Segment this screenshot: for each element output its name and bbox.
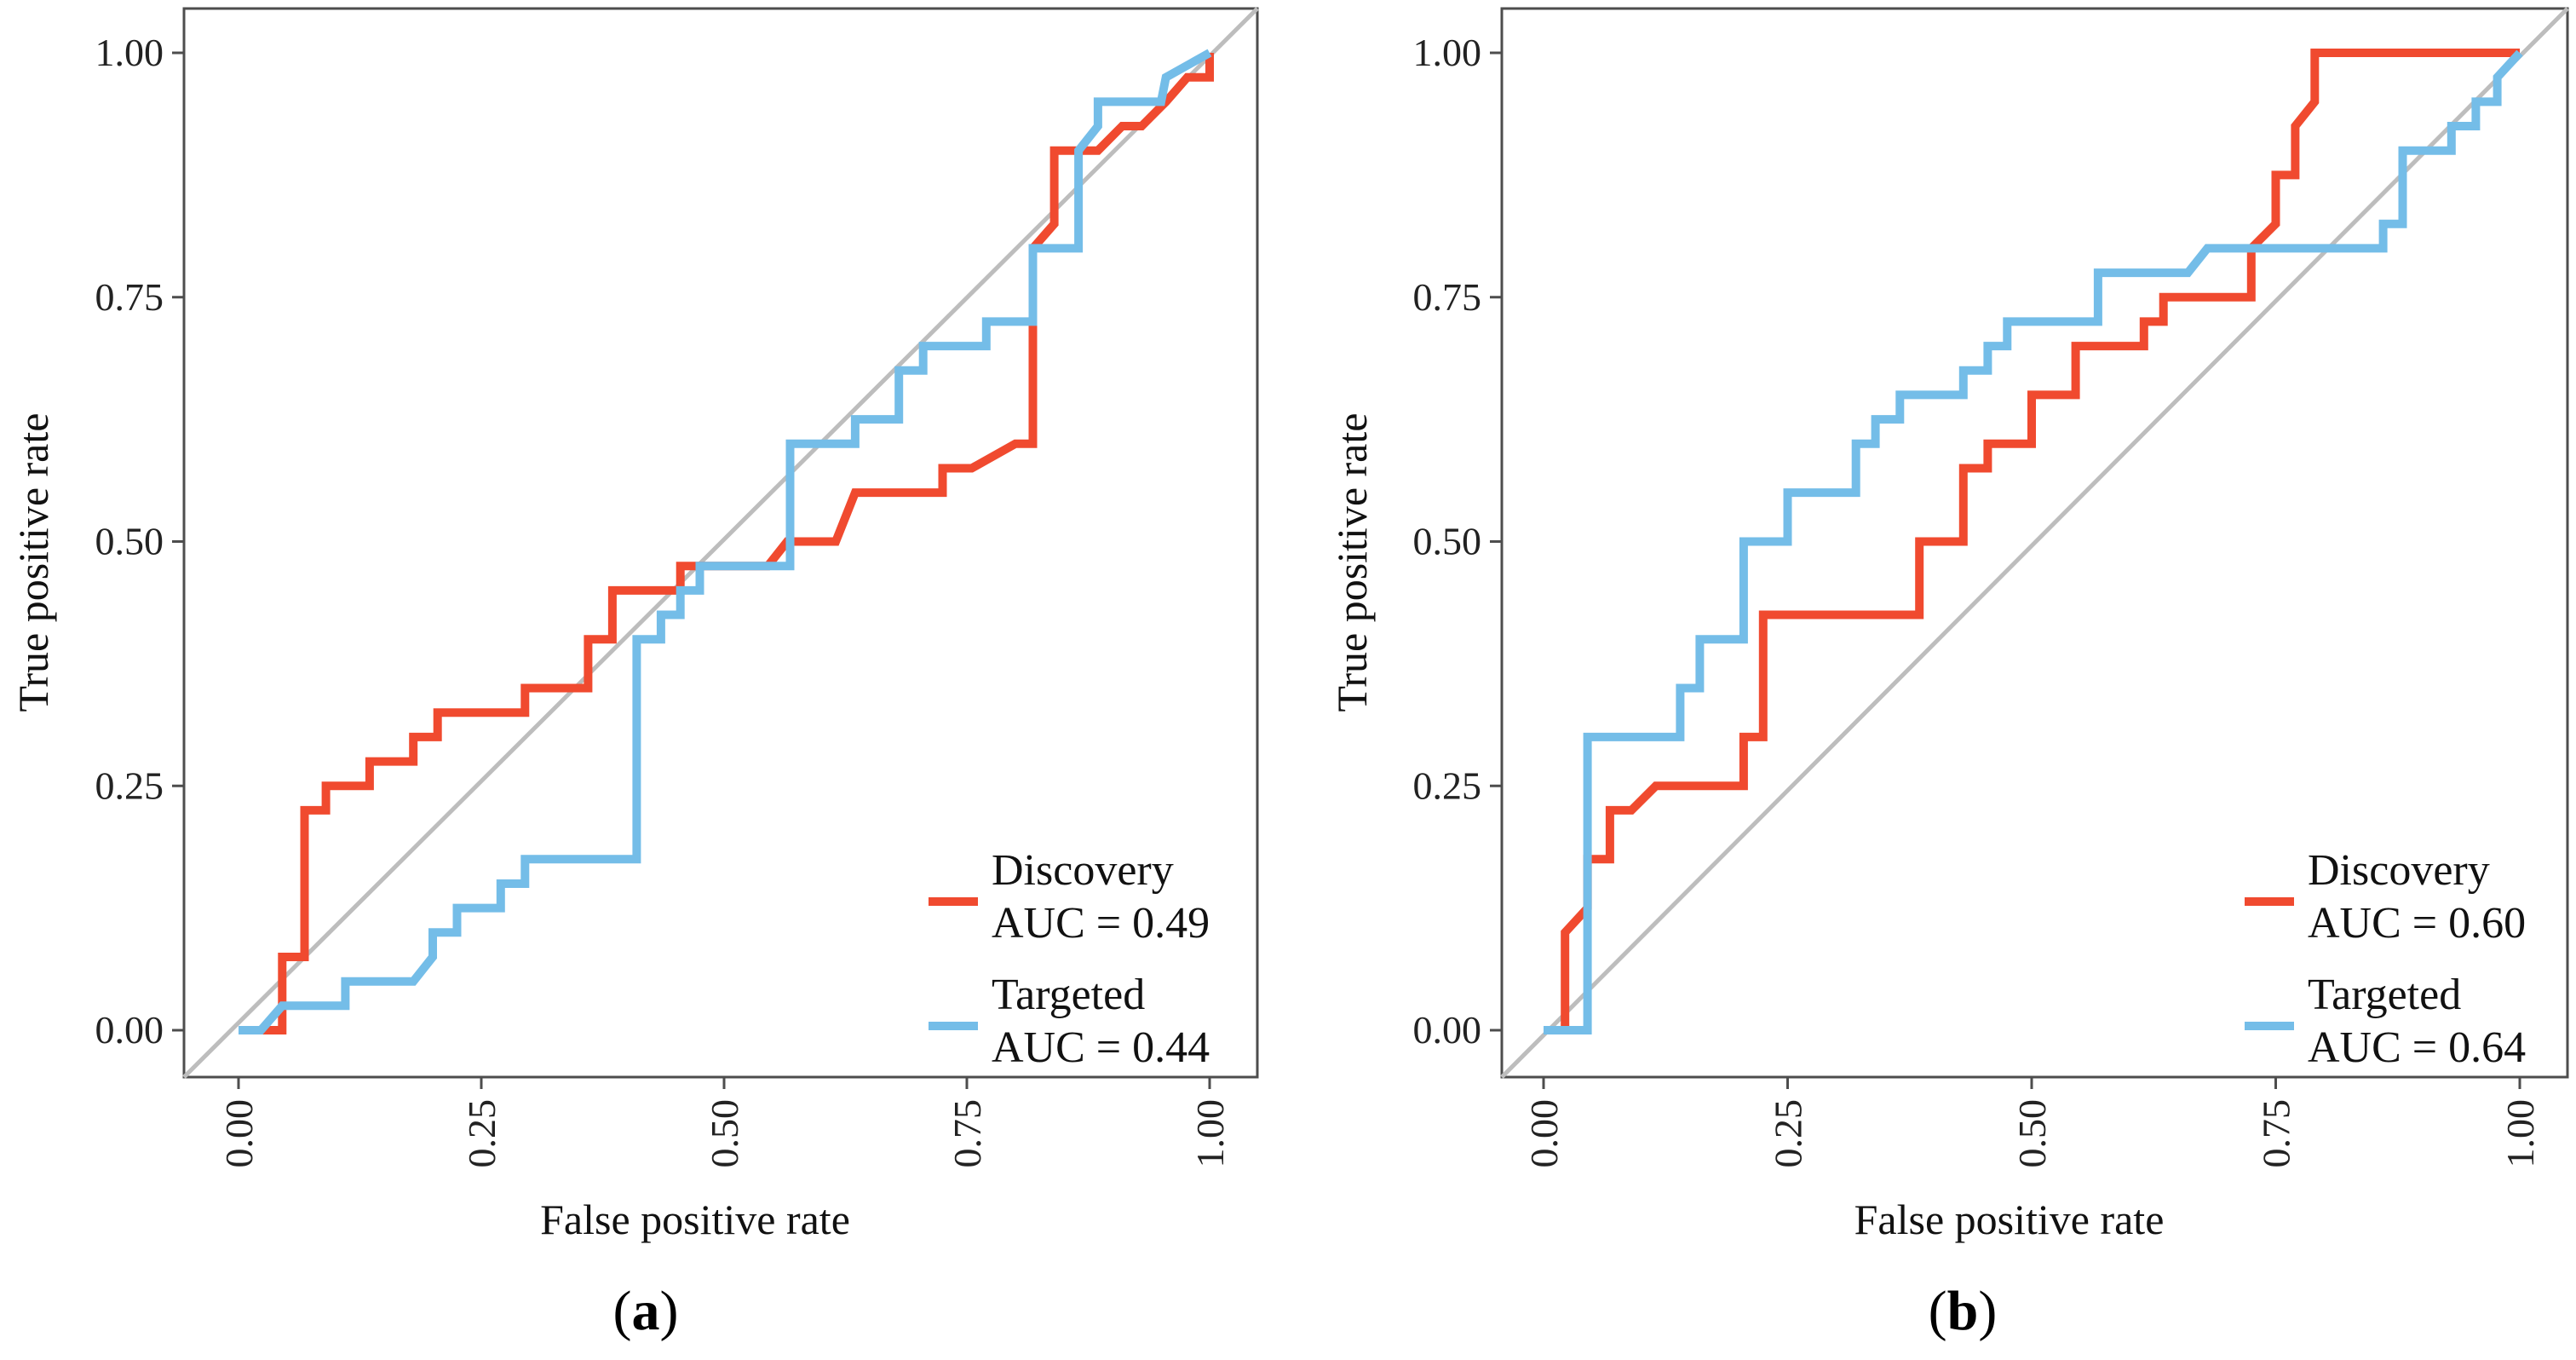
panel-b-diagonal-reference-line xyxy=(1500,7,2569,1079)
panel-b-y-tick-label: 0.00 xyxy=(1413,1008,1482,1052)
panel-a-y-tick-label: 0.25 xyxy=(95,764,164,807)
panel-b-x-axis-label: False positive rate xyxy=(1854,1196,2165,1243)
panel-a-y-tick-label: 0.50 xyxy=(95,520,164,563)
panel-a-legend-targeted-name: Targeted xyxy=(992,971,1145,1019)
panel-b-x-tick-label: 0.00 xyxy=(1522,1099,1566,1168)
panel-b: True positive rate False positive rate D… xyxy=(1328,7,2569,1342)
panel-a-caption: (a) xyxy=(613,1280,679,1342)
panel-a: True positive rate False positive rate D… xyxy=(9,7,1259,1342)
panel-b-legend-discovery-name: Discovery xyxy=(2308,846,2490,895)
panel-a-y-tick-label: 0.00 xyxy=(95,1008,164,1052)
panel-a-x-tick-label: 0.00 xyxy=(217,1099,261,1168)
panel-a-x-axis-label: False positive rate xyxy=(540,1196,850,1243)
panel-b-legend-discovery-auc: AUC = 0.60 xyxy=(2308,899,2526,948)
panel-b-x-tick-label: 0.50 xyxy=(2010,1099,2054,1168)
panel-a-x-tick-label: 0.50 xyxy=(703,1099,746,1168)
panel-b-roc-curve-discovery xyxy=(1544,49,2520,1034)
panel-b-y-tick-label: 1.00 xyxy=(1413,31,1482,74)
panel-a-y-tick-label: 0.75 xyxy=(95,275,164,319)
panel-a-x-tick-label: 0.25 xyxy=(460,1099,503,1168)
panel-b-roc-curve-targeted xyxy=(1544,49,2523,1034)
panel-b-y-tick-label: 0.75 xyxy=(1413,275,1482,319)
panel-a-legend-discovery-name: Discovery xyxy=(992,846,1174,895)
panel-a-legend-targeted-auc: AUC = 0.44 xyxy=(992,1023,1210,1072)
panel-b-y-tick-label: 0.50 xyxy=(1413,520,1482,563)
panel-a-roc-curve-targeted xyxy=(239,49,1212,1034)
panel-b-caption: (b) xyxy=(1929,1280,1998,1342)
panel-a-x-tick-label: 0.75 xyxy=(946,1099,989,1168)
panel-b-legend-targeted-name: Targeted xyxy=(2308,971,2461,1019)
panel-b-x-tick-label: 0.75 xyxy=(2255,1099,2298,1168)
panel-b-legend-targeted-auc: AUC = 0.64 xyxy=(2308,1023,2526,1072)
panel-b-y-tick-label: 0.25 xyxy=(1413,764,1482,807)
panel-a-y-axis-label: True positive rate xyxy=(9,413,57,712)
panel-a-legend-discovery-auc: AUC = 0.49 xyxy=(992,899,1210,948)
panel-a-x-tick-label: 1.00 xyxy=(1188,1099,1232,1168)
panel-b-y-axis-label: True positive rate xyxy=(1328,413,1376,712)
panel-a-y-tick-label: 1.00 xyxy=(95,31,164,74)
panel-b-x-tick-label: 0.25 xyxy=(1767,1099,1810,1168)
panel-b-x-tick-label: 1.00 xyxy=(2498,1099,2542,1168)
